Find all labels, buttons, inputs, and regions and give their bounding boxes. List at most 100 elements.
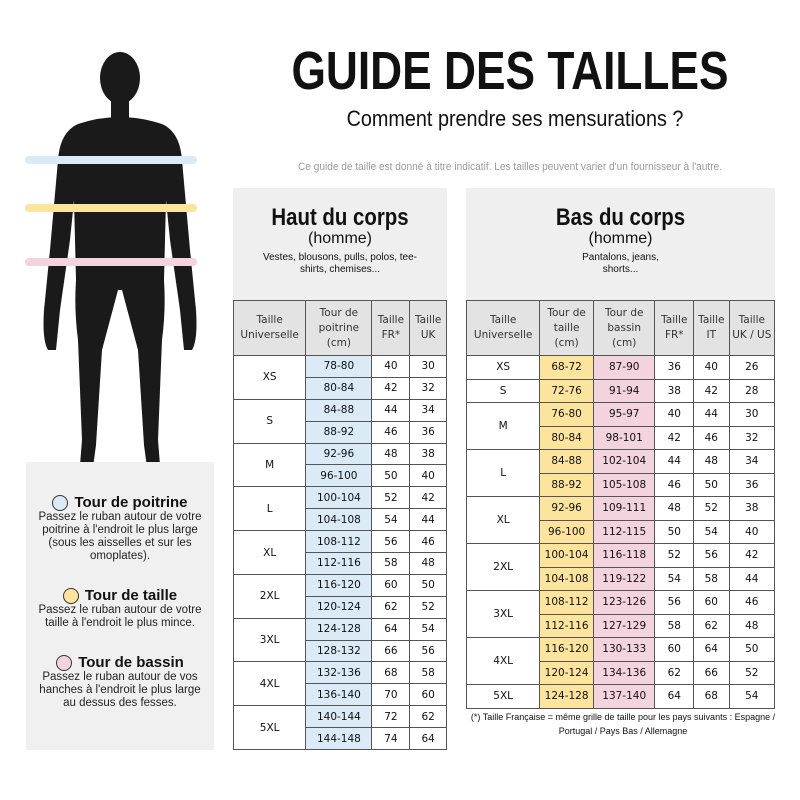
top-heading: Haut du corps: [271, 204, 409, 231]
table-row: XL 108-112 56 46: [232, 530, 447, 575]
measurement-legend: Tour de poitrine Passez le ruban autour …: [26, 462, 214, 750]
column-header: Tour de bassin (cm): [592, 300, 656, 356]
bottom-sub: (homme): [588, 230, 653, 247]
table-row: 88-92 46 36: [234, 420, 447, 444]
top-panel-header: Haut du corps (homme) Vestes, blousons, …: [233, 188, 447, 301]
value-cell: 46: [728, 590, 776, 615]
legend-text: Passez le ruban autour de vos hanches à …: [39, 671, 201, 709]
value-cell: 68-72: [539, 355, 594, 380]
value-cell: 60: [409, 683, 447, 707]
value-cell: 28: [728, 378, 776, 403]
column-header: Taille UK: [409, 300, 447, 356]
value-cell: 40: [654, 402, 695, 427]
size-cell: XS: [465, 355, 541, 380]
value-cell: 105-108: [592, 472, 656, 497]
value-cell: 108-112: [305, 530, 373, 554]
value-cell: 132-136: [305, 661, 373, 685]
value-cell: 134-136: [592, 660, 656, 685]
top-sub: (homme): [307, 230, 372, 247]
value-cell: 62: [654, 660, 695, 685]
value-cell: 54: [371, 508, 411, 532]
value-cell: 50: [693, 472, 730, 497]
table-row: 96-100 112-115 50 54 40: [467, 519, 776, 544]
size-cell: M: [232, 442, 307, 488]
value-cell: 119-122: [592, 566, 656, 591]
value-cell: 108-112: [539, 590, 594, 615]
footnote: (*) Taille Française = même grille de ta…: [470, 712, 776, 736]
chest-line: [25, 156, 197, 164]
value-cell: 44: [654, 449, 695, 474]
value-cell: 88-92: [539, 472, 594, 497]
value-cell: 98-101: [592, 425, 656, 450]
table-row: XS 68-72 87-90 36 40 26: [465, 355, 776, 380]
table-row: 80-84 42 32: [234, 376, 447, 400]
value-cell: 48: [371, 442, 411, 466]
value-cell: 96-100: [305, 464, 373, 488]
top-size-table: Taille Universelle Tour de poitrine (cm) T…: [232, 300, 447, 751]
bottom-panel-header: Bas du corps (homme) Pantalons, jeans, s…: [466, 188, 775, 301]
value-cell: 92-96: [539, 496, 594, 521]
column-header: Taille FR*: [654, 300, 695, 356]
value-cell: 124-128: [539, 684, 594, 709]
legend-hips: Tour de bassin: [26, 654, 214, 671]
waist-line: [25, 204, 197, 212]
table-row: 4XL 116-120 130-133 60 64 50: [465, 637, 776, 685]
value-cell: 87-90: [592, 355, 656, 380]
value-cell: 54: [693, 519, 730, 544]
value-cell: 95-97: [592, 402, 656, 427]
value-cell: 60: [654, 637, 695, 662]
value-cell: 34: [728, 449, 776, 474]
value-cell: 88-92: [305, 420, 373, 444]
value-cell: 30: [728, 402, 776, 427]
value-cell: 46: [371, 420, 411, 444]
value-cell: 36: [409, 420, 447, 444]
size-cell: S: [465, 378, 541, 403]
size-cell: 3XL: [232, 617, 307, 663]
table-row: 104-108 54 44: [234, 508, 447, 532]
value-cell: 58: [409, 661, 447, 685]
legend-chest: Tour de poitrine: [26, 494, 214, 511]
size-cell: XL: [465, 496, 541, 544]
size-cell: 5XL: [465, 684, 541, 709]
value-cell: 54: [654, 566, 695, 591]
bottom-heading: Bas du corps: [555, 204, 686, 231]
value-cell: 120-124: [539, 660, 594, 685]
column-header: Tour de poitrine (cm): [305, 300, 373, 356]
table-row: S 72-76 91-94 38 42 28: [465, 378, 776, 403]
value-cell: 34: [409, 398, 447, 422]
value-cell: 46: [693, 425, 730, 450]
value-cell: 50: [728, 637, 776, 662]
value-cell: 80-84: [305, 376, 373, 400]
value-cell: 44: [409, 508, 447, 532]
value-cell: 109-111: [592, 496, 656, 521]
value-cell: 80-84: [539, 425, 594, 450]
column-header: Taille IT: [693, 300, 730, 356]
value-cell: 76-80: [539, 402, 594, 427]
column-header: Taille Universelle: [465, 300, 541, 356]
bottom-desc: Pantalons, jeans, shorts...: [582, 252, 659, 275]
value-cell: 128-132: [305, 639, 373, 663]
value-cell: 40: [371, 355, 411, 378]
table-row: 112-116 127-129 58 62 48: [467, 613, 776, 638]
value-cell: 38: [728, 496, 776, 521]
value-cell: 38: [409, 442, 447, 466]
size-cell: 4XL: [232, 661, 307, 707]
legend-text: Passez le ruban autour de votre taille à…: [38, 604, 202, 629]
table-row: 88-92 105-108 46 50 36: [467, 472, 776, 497]
value-cell: 40: [728, 519, 776, 544]
value-cell: 116-120: [305, 573, 373, 597]
size-cell: 4XL: [465, 637, 541, 685]
legend-title: Tour de poitrine: [74, 494, 188, 511]
table-row: M 76-80 95-97 40 44 30: [465, 402, 776, 450]
legend-title: Tour de bassin: [78, 654, 184, 671]
body-silhouette: [25, 52, 197, 475]
value-cell: 140-144: [305, 705, 373, 729]
value-cell: 56: [654, 590, 695, 615]
value-cell: 144-148: [305, 727, 373, 751]
table-row: 3XL 124-128 64 54: [232, 617, 447, 663]
value-cell: 91-94: [592, 378, 656, 403]
value-cell: 120-124: [305, 595, 373, 619]
value-cell: 56: [409, 639, 447, 663]
value-cell: 104-108: [539, 566, 594, 591]
value-cell: 58: [371, 552, 411, 575]
